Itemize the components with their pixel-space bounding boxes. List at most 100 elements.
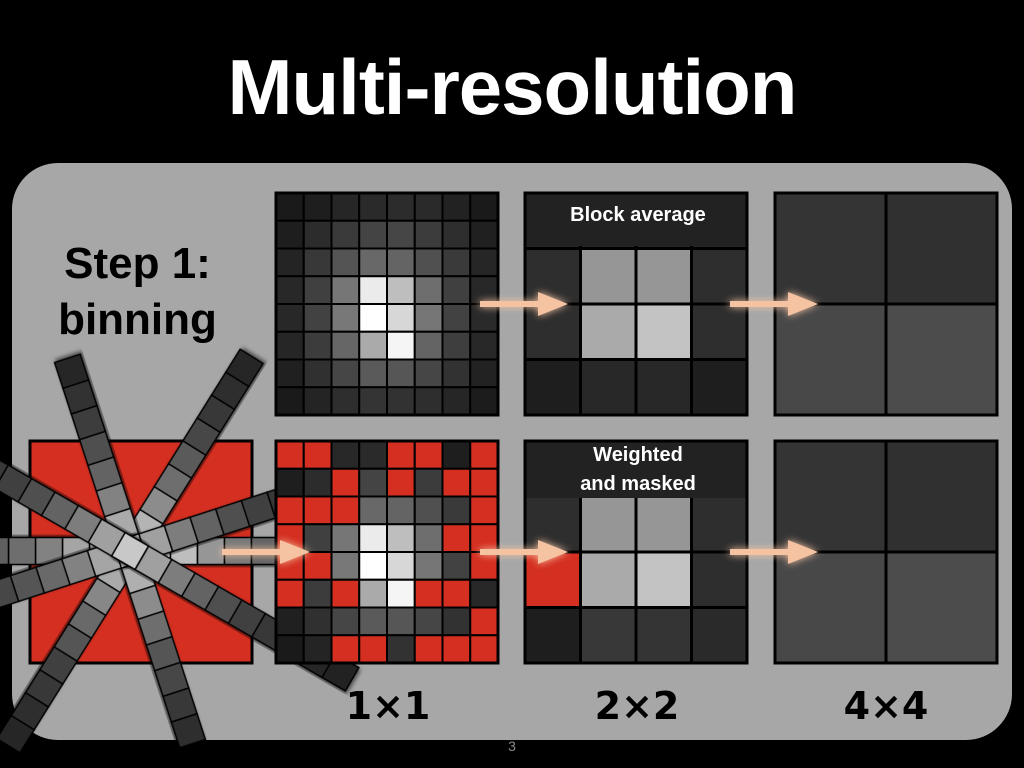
fine-bottom-cell — [275, 440, 305, 470]
fine-bottom-cell — [413, 440, 444, 470]
fine-bottom-cell — [469, 551, 499, 581]
fine-bottom-cell — [330, 523, 361, 553]
fine-top-cell — [275, 386, 305, 416]
fine-bottom-cell — [386, 578, 416, 609]
fine-top-cell — [275, 219, 305, 250]
coarse-top-cell — [884, 191, 999, 306]
fine-top-cell — [386, 275, 416, 305]
coarse-top-cell — [773, 191, 888, 306]
spoke-cells — [0, 348, 415, 754]
fine-top-cell — [469, 192, 499, 222]
spoke-cell — [224, 348, 265, 388]
block-top-cell — [690, 302, 749, 361]
fine-top-cell — [302, 358, 333, 389]
fine-bottom-cell — [302, 467, 333, 498]
block-bottom-cell — [523, 550, 582, 609]
block-average-label: Block average — [570, 204, 706, 226]
fine-top-cell — [358, 192, 388, 222]
fine-bottom-cell — [441, 467, 472, 498]
fine-bottom-cell — [330, 467, 361, 498]
fine-bottom-cell — [413, 606, 444, 637]
fine-top-cell — [441, 219, 472, 250]
fine-bottom-cell — [358, 606, 388, 637]
fine-bottom-cell — [358, 523, 388, 553]
fine-top-cell — [358, 330, 388, 361]
coarse-bottom-cell — [773, 439, 888, 554]
fine-bottom-cell — [358, 440, 388, 470]
fine-bottom-cell — [413, 523, 444, 553]
fine-top-cell — [413, 275, 444, 305]
block-top-cell — [523, 247, 582, 306]
fine-grid-top — [274, 191, 500, 417]
block-top-cell — [634, 358, 693, 417]
scale-label-1x1: 1×1 — [345, 684, 431, 728]
fine-bottom-cell — [441, 578, 472, 609]
fine-bottom-cell — [302, 440, 333, 470]
fine-bottom-cell — [302, 578, 333, 609]
fine-top-cell — [413, 330, 444, 361]
fine-top-cell — [302, 303, 333, 333]
step-heading: Step 1: binning — [40, 236, 235, 348]
fine-top-cell — [469, 303, 499, 333]
fine-top-cell — [302, 386, 333, 416]
block-top-cell — [690, 247, 749, 306]
spoke-cell — [0, 450, 10, 490]
fine-bottom-cell — [469, 495, 499, 526]
fine-top-cell — [302, 330, 333, 361]
fine-top-cell — [358, 275, 388, 305]
fine-top-cell — [386, 358, 416, 389]
spoke-cell — [170, 712, 207, 749]
fine-bottom-cell — [469, 440, 499, 470]
fine-top-cell — [441, 192, 472, 222]
fine-bottom-cell — [330, 551, 361, 581]
weighted-label-line-1: Weighted — [593, 444, 683, 466]
fine-bottom-cell — [358, 578, 388, 609]
block-top-cell — [579, 358, 638, 417]
fine-top-cell — [441, 275, 472, 305]
fine-bottom-cell — [302, 634, 333, 664]
fine-top-cell — [386, 219, 416, 250]
fine-top-cell — [275, 192, 305, 222]
spoke-arm — [0, 450, 150, 571]
fine-bottom-cell — [441, 495, 472, 526]
fine-top-cell — [330, 275, 361, 305]
arrow-icon — [480, 292, 568, 316]
fine-bottom-cell — [302, 551, 333, 581]
fine-bottom-cell — [413, 551, 444, 581]
label-band — [526, 442, 746, 498]
fine-bottom-cell — [441, 523, 472, 553]
block-average-grid — [523, 191, 749, 417]
weighted-masked-grid — [523, 439, 749, 665]
coarse-top-cell — [884, 302, 999, 417]
fine-top-cell — [386, 303, 416, 333]
fine-bottom-cell — [441, 551, 472, 581]
fine-top-cell — [413, 358, 444, 389]
fine-top-cell — [413, 192, 444, 222]
fine-top-cell — [469, 275, 499, 305]
fine-top-cell — [413, 303, 444, 333]
fine-bottom-cell — [441, 606, 472, 637]
fine-top-cell — [386, 386, 416, 416]
block-bottom-cell — [634, 495, 693, 554]
fine-bottom-cell — [469, 467, 499, 498]
fine-top-cell — [441, 247, 472, 278]
fine-bottom-cell — [275, 495, 305, 526]
block-top-cell — [523, 358, 582, 417]
fine-top-cell — [386, 330, 416, 361]
fine-top-cell — [386, 192, 416, 222]
spoke-cell — [53, 353, 90, 390]
fine-top-cell — [358, 358, 388, 389]
fine-bottom-cell — [413, 495, 444, 526]
fine-bottom-cell — [413, 467, 444, 498]
fine-bottom-cell — [330, 578, 361, 609]
fine-bottom-cell — [302, 606, 333, 637]
arrows — [222, 292, 818, 564]
fine-top-cell — [358, 303, 388, 333]
block-top-cell — [634, 247, 693, 306]
fine-top-cell — [302, 219, 333, 250]
fine-bottom-cell — [386, 440, 416, 470]
block-top-cell — [690, 358, 749, 417]
fine-bottom-cell — [330, 606, 361, 637]
fine-top-cell — [469, 386, 499, 416]
